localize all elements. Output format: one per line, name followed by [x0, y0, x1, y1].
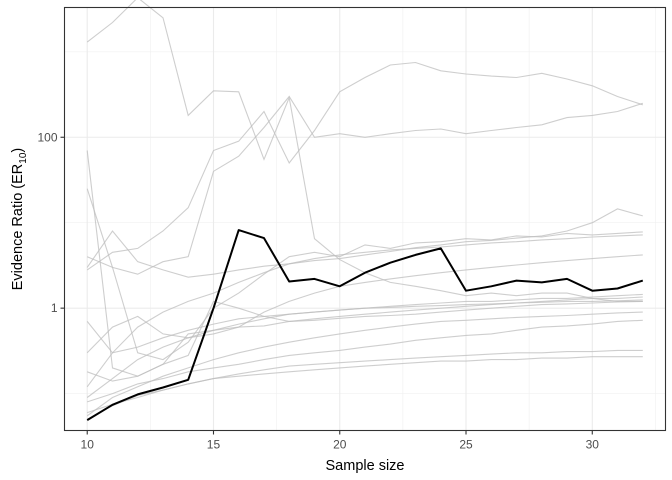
- background-series-line-7: [86, 311, 643, 417]
- background-series-line-6: [87, 296, 643, 382]
- plot-panel-background: [64, 7, 666, 431]
- plot-panel-border: [63, 6, 667, 432]
- y-tick-label: 1: [51, 301, 58, 315]
- x-tick-label: 25: [459, 438, 473, 452]
- highlight-series-group: [86, 229, 644, 421]
- background-series-line-13: [86, 61, 643, 271]
- y-axis-title-main: Evidence Ratio (ER: [10, 164, 26, 291]
- grid-minor: [64, 7, 666, 431]
- background-series-line-8: [87, 319, 643, 403]
- x-axis: 10 15 20 25 30: [81, 430, 600, 452]
- background-series-line-12: [86, 299, 643, 398]
- background-series-line-15: [86, 254, 643, 354]
- x-tick-label: 30: [586, 438, 600, 452]
- background-series-line-5: [86, 208, 643, 278]
- y-axis-title-subscript: 10: [18, 152, 29, 164]
- background-series-line-2: [86, 150, 643, 377]
- y-axis-title: Evidence Ratio (ER10): [10, 148, 29, 291]
- background-series-line-10: [86, 356, 643, 420]
- y-axis-title-close: ): [10, 148, 26, 153]
- background-series-line-11: [86, 234, 643, 388]
- y-axis: 1 100: [37, 130, 65, 315]
- highlight-series-line: [86, 229, 644, 421]
- background-series-line-14: [86, 95, 643, 275]
- background-series-group: [86, 0, 643, 420]
- background-series-line-3: [86, 188, 643, 361]
- x-axis-title: Sample size: [326, 458, 405, 474]
- x-tick-label: 15: [207, 438, 221, 452]
- x-tick-label: 20: [333, 438, 347, 452]
- y-tick-label: 100: [37, 130, 57, 144]
- x-tick-label: 10: [81, 438, 95, 452]
